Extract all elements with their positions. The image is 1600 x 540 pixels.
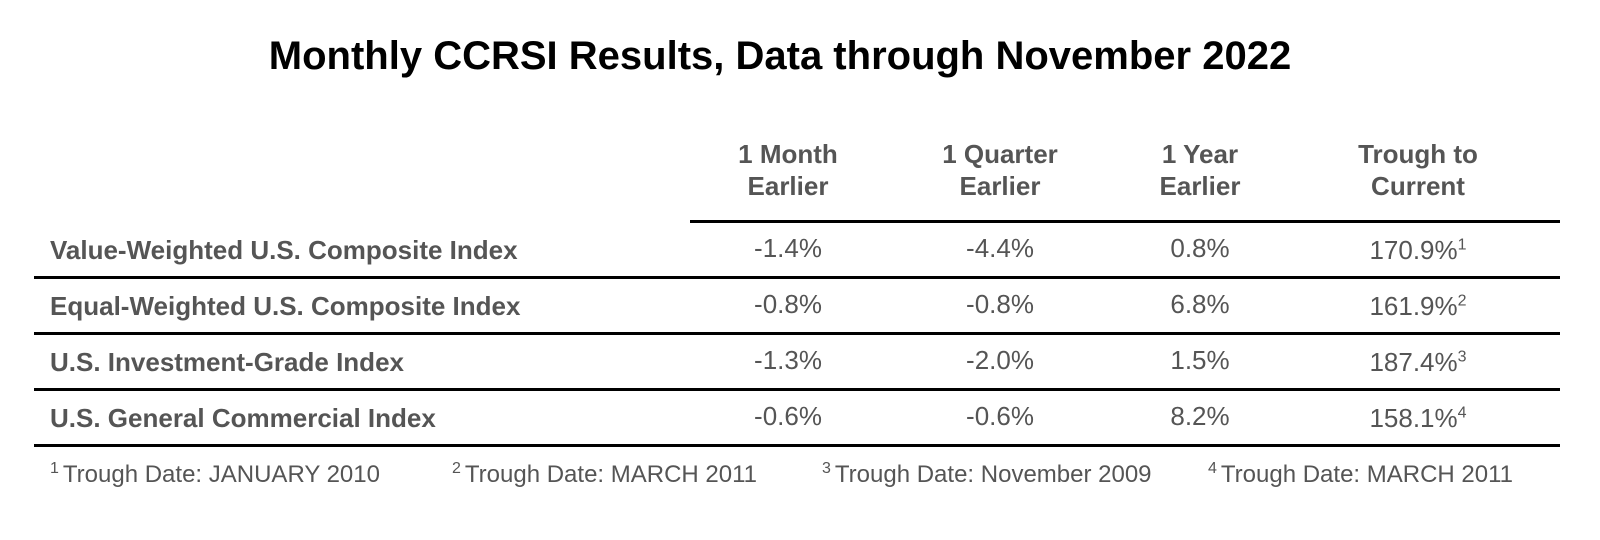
footnote-mark: 2 [452, 460, 461, 477]
cell-1-year: 0.8% [1170, 233, 1230, 263]
cell-1-quarter: -4.4% [966, 233, 1034, 263]
footnote-text: Trough Date: MARCH 2011 [1220, 461, 1514, 488]
footnote-text: Trough Date: November 2009 [834, 461, 1152, 488]
column-header-line: Earlier [747, 171, 829, 201]
footnote-mark: 3 [822, 460, 831, 477]
cell-1-month: -0.6% [754, 401, 822, 431]
cell-trough-to-current: 170.9%1 [1318, 234, 1518, 266]
footnote-text: Trough Date: JANUARY 2010 [62, 461, 380, 488]
cell-1-month: -0.8% [754, 289, 822, 319]
cell-trough-to-current: 187.4%3 [1318, 346, 1518, 378]
footnote: 4 Trough Date: MARCH 2011 [1208, 460, 1513, 490]
column-header-line: Earlier [959, 171, 1041, 201]
footnote: 1 Trough Date: JANUARY 2010 [50, 460, 380, 490]
trough-value: 187.4% [1369, 347, 1458, 377]
column-header-line: Trough to [1358, 139, 1478, 169]
column-header-1-quarter: 1 Quarter Earlier [900, 138, 1100, 202]
header-rule [690, 220, 1560, 223]
trough-value: 161.9% [1369, 291, 1458, 321]
cell-1-quarter: -0.6% [966, 401, 1034, 431]
page-title: Monthly CCRSI Results, Data through Nove… [268, 34, 1292, 78]
column-header-1-year: 1 Year Earlier [1100, 138, 1300, 202]
column-header-trough-to-current: Trough to Current [1318, 138, 1518, 202]
cell-trough-to-current: 158.1%4 [1318, 402, 1518, 434]
table-bottom-rule [34, 444, 1560, 447]
footnote-mark: 1 [50, 460, 59, 477]
footnote-marker: 2 [1457, 292, 1467, 310]
footnote: 2 Trough Date: MARCH 2011 [452, 460, 757, 490]
row-divider [34, 276, 1560, 279]
footnote-marker: 3 [1457, 348, 1467, 366]
footnote-marker: 4 [1457, 404, 1467, 422]
column-header-line: Current [1371, 171, 1465, 201]
column-header-1-month: 1 Month Earlier [688, 138, 888, 202]
trough-value: 170.9% [1369, 235, 1458, 265]
column-header-line: 1 Year [1161, 139, 1239, 169]
footnote-marker: 1 [1457, 236, 1467, 254]
cell-1-year: 6.8% [1170, 289, 1230, 319]
trough-value: 158.1% [1369, 403, 1458, 433]
cell-1-year: 8.2% [1170, 401, 1230, 431]
footnote-text: Trough Date: MARCH 2011 [464, 461, 758, 488]
cell-trough-to-current: 161.9%2 [1318, 290, 1518, 322]
row-label: U.S. General Commercial Index [50, 403, 436, 433]
cell-1-quarter: -0.8% [966, 289, 1034, 319]
cell-1-month: -1.4% [754, 233, 822, 263]
column-header-line: 1 Month [738, 139, 838, 169]
row-label: Value-Weighted U.S. Composite Index [50, 235, 518, 265]
column-header-line: 1 Quarter [942, 139, 1058, 169]
cell-1-month: -1.3% [754, 345, 822, 375]
cell-1-quarter: -2.0% [966, 345, 1034, 375]
footnote: 3 Trough Date: November 2009 [822, 460, 1152, 490]
row-label: U.S. Investment-Grade Index [50, 347, 404, 377]
footnote-mark: 4 [1208, 460, 1217, 477]
row-label: Equal-Weighted U.S. Composite Index [50, 291, 521, 321]
column-header-line: Earlier [1159, 171, 1241, 201]
row-divider [34, 388, 1560, 391]
row-divider [34, 332, 1560, 335]
cell-1-year: 1.5% [1170, 345, 1230, 375]
